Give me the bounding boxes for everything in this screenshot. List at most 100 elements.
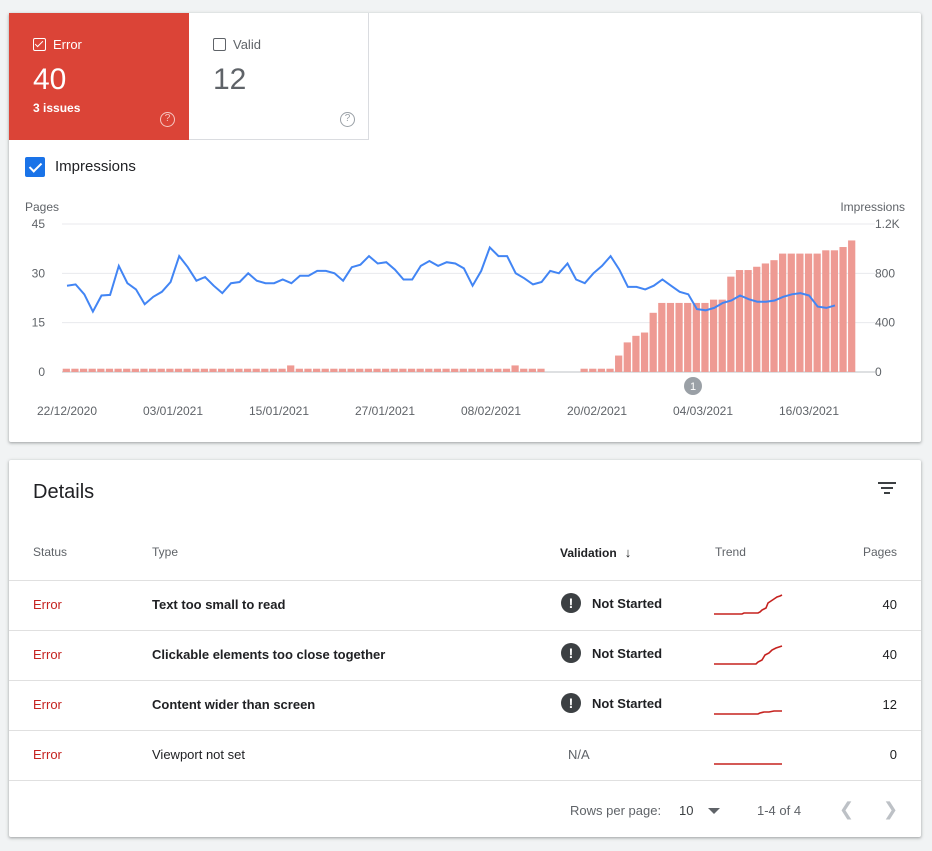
x-axis-date-label: 15/01/2021 — [249, 404, 309, 418]
valid-checkbox-icon[interactable] — [213, 38, 226, 51]
pages-bar — [442, 368, 450, 372]
pages-bar — [364, 368, 372, 372]
pages-bar — [105, 368, 114, 372]
pages-bar — [580, 368, 588, 372]
pages-bar — [459, 368, 467, 372]
row-validation: Not Started — [592, 595, 663, 611]
row-type: Viewport not set — [152, 747, 245, 762]
pages-bar — [79, 368, 88, 372]
row-validation: N/A — [568, 747, 590, 762]
pages-impressions-chart: Pages Impressions 0 0 15 400 30 800 45 1.2K 22/… — [25, 200, 905, 418]
right-axis-label: Impressions — [840, 200, 905, 214]
pages-bar — [373, 368, 381, 372]
pages-bar — [131, 368, 139, 372]
pages-bar — [640, 332, 649, 372]
help-circle-icon[interactable]: ? — [160, 112, 175, 127]
pages-bar — [295, 368, 303, 372]
pages-bar — [114, 368, 122, 372]
chevron-down-icon[interactable] — [708, 808, 720, 814]
help-circle-icon[interactable]: ? — [340, 112, 355, 127]
pages-bar — [390, 368, 398, 372]
table-row[interactable]: Error Viewport not set N/A 0 — [9, 730, 921, 780]
pages-bar — [321, 368, 329, 372]
pages-bar — [735, 270, 744, 372]
table-pagination: Rows per page: 10 1-4 of 4 ❮ ❯ — [9, 780, 921, 837]
pages-bar — [157, 368, 165, 372]
right-axis-tick: 1.2K — [875, 217, 900, 231]
pages-bar — [123, 368, 131, 372]
column-header-validation[interactable]: Validation ↓ — [560, 545, 631, 560]
pages-bar — [338, 368, 347, 372]
pages-bar — [770, 260, 778, 372]
chevron-left-icon[interactable]: ❮ — [839, 799, 855, 819]
table-row[interactable]: Error Content wider than screen! Not Start… — [9, 680, 921, 730]
column-header-status: Status — [33, 545, 68, 559]
error-issues-count: 3 issues — [33, 101, 81, 115]
pages-bar — [502, 368, 511, 372]
arrow-down-icon[interactable]: ↓ — [624, 545, 632, 560]
row-validation: Not Started — [592, 645, 663, 661]
pages-bar — [753, 266, 761, 372]
row-validation: Not Started — [592, 695, 663, 711]
row-pages: 0 — [889, 747, 897, 762]
warning-icon: ! — [561, 593, 581, 613]
pages-bar — [71, 368, 79, 372]
warning-icon: ! — [561, 693, 581, 713]
table-row[interactable]: Error Clickable elements too close togeth… — [9, 630, 921, 680]
row-trend-sparkline — [714, 741, 784, 772]
pages-bar — [813, 253, 821, 372]
x-axis-date-label: 03/01/2021 — [143, 404, 203, 418]
pages-bar — [399, 368, 407, 372]
pages-bar — [848, 240, 856, 372]
x-axis-date-label: 20/02/2021 — [567, 404, 627, 418]
error-checkbox-icon[interactable] — [33, 38, 46, 51]
impressions-checkbox-icon[interactable] — [25, 157, 45, 177]
right-axis-tick: 400 — [875, 316, 895, 330]
pages-bar — [675, 302, 683, 372]
chevron-right-icon[interactable]: ❯ — [883, 799, 899, 819]
row-trend-sparkline — [714, 691, 784, 722]
pages-bar — [485, 368, 493, 372]
pages-bar — [830, 250, 839, 372]
warning-icon: ! — [561, 643, 581, 663]
x-axis-date-label: 08/02/2021 — [461, 404, 521, 418]
pages-bar — [804, 253, 813, 372]
pages-bar — [261, 368, 269, 372]
pages-bar — [658, 302, 666, 372]
row-pages: 40 — [882, 597, 897, 612]
pages-bar — [632, 335, 640, 372]
pages-bar — [476, 368, 485, 372]
impressions-label: Impressions — [55, 158, 136, 175]
pages-bar — [252, 368, 260, 372]
row-type: Content wider than screen — [152, 697, 316, 712]
rows-per-page-select[interactable]: 10 — [679, 803, 694, 818]
pages-bar — [140, 368, 148, 372]
pages-bar — [149, 368, 157, 372]
pages-bar — [97, 368, 105, 372]
error-summary-tile[interactable]: Error 40 3 issues ? — [9, 13, 189, 140]
pages-bar — [278, 368, 286, 372]
pagination-range: 1-4 of 4 — [757, 803, 802, 818]
pages-bar — [416, 368, 424, 372]
table-row[interactable]: Error Text too small to read! Not Started 4… — [9, 580, 921, 630]
pages-bar — [287, 365, 295, 372]
pages-bar — [347, 368, 355, 372]
left-axis-tick: 0 — [38, 365, 45, 379]
pages-bar — [666, 302, 675, 372]
valid-summary-tile[interactable]: Valid 12 ? — [189, 13, 369, 140]
pages-bar — [494, 368, 502, 372]
annotation-marker[interactable]: 1 — [684, 377, 702, 395]
pages-bar — [166, 368, 174, 372]
left-axis-label: Pages — [25, 200, 59, 214]
pages-bar — [709, 299, 718, 372]
pages-bar — [597, 368, 606, 372]
pages-bar — [822, 250, 830, 372]
pages-bar — [615, 355, 623, 372]
pages-bar — [235, 368, 243, 372]
pages-bar — [269, 368, 278, 372]
row-status: Error — [33, 597, 62, 612]
validation-header-label: Validation — [560, 546, 617, 560]
filter-icon[interactable] — [876, 480, 898, 498]
row-validation-state: ! Not Started — [561, 593, 662, 613]
pages-bar — [468, 368, 476, 372]
